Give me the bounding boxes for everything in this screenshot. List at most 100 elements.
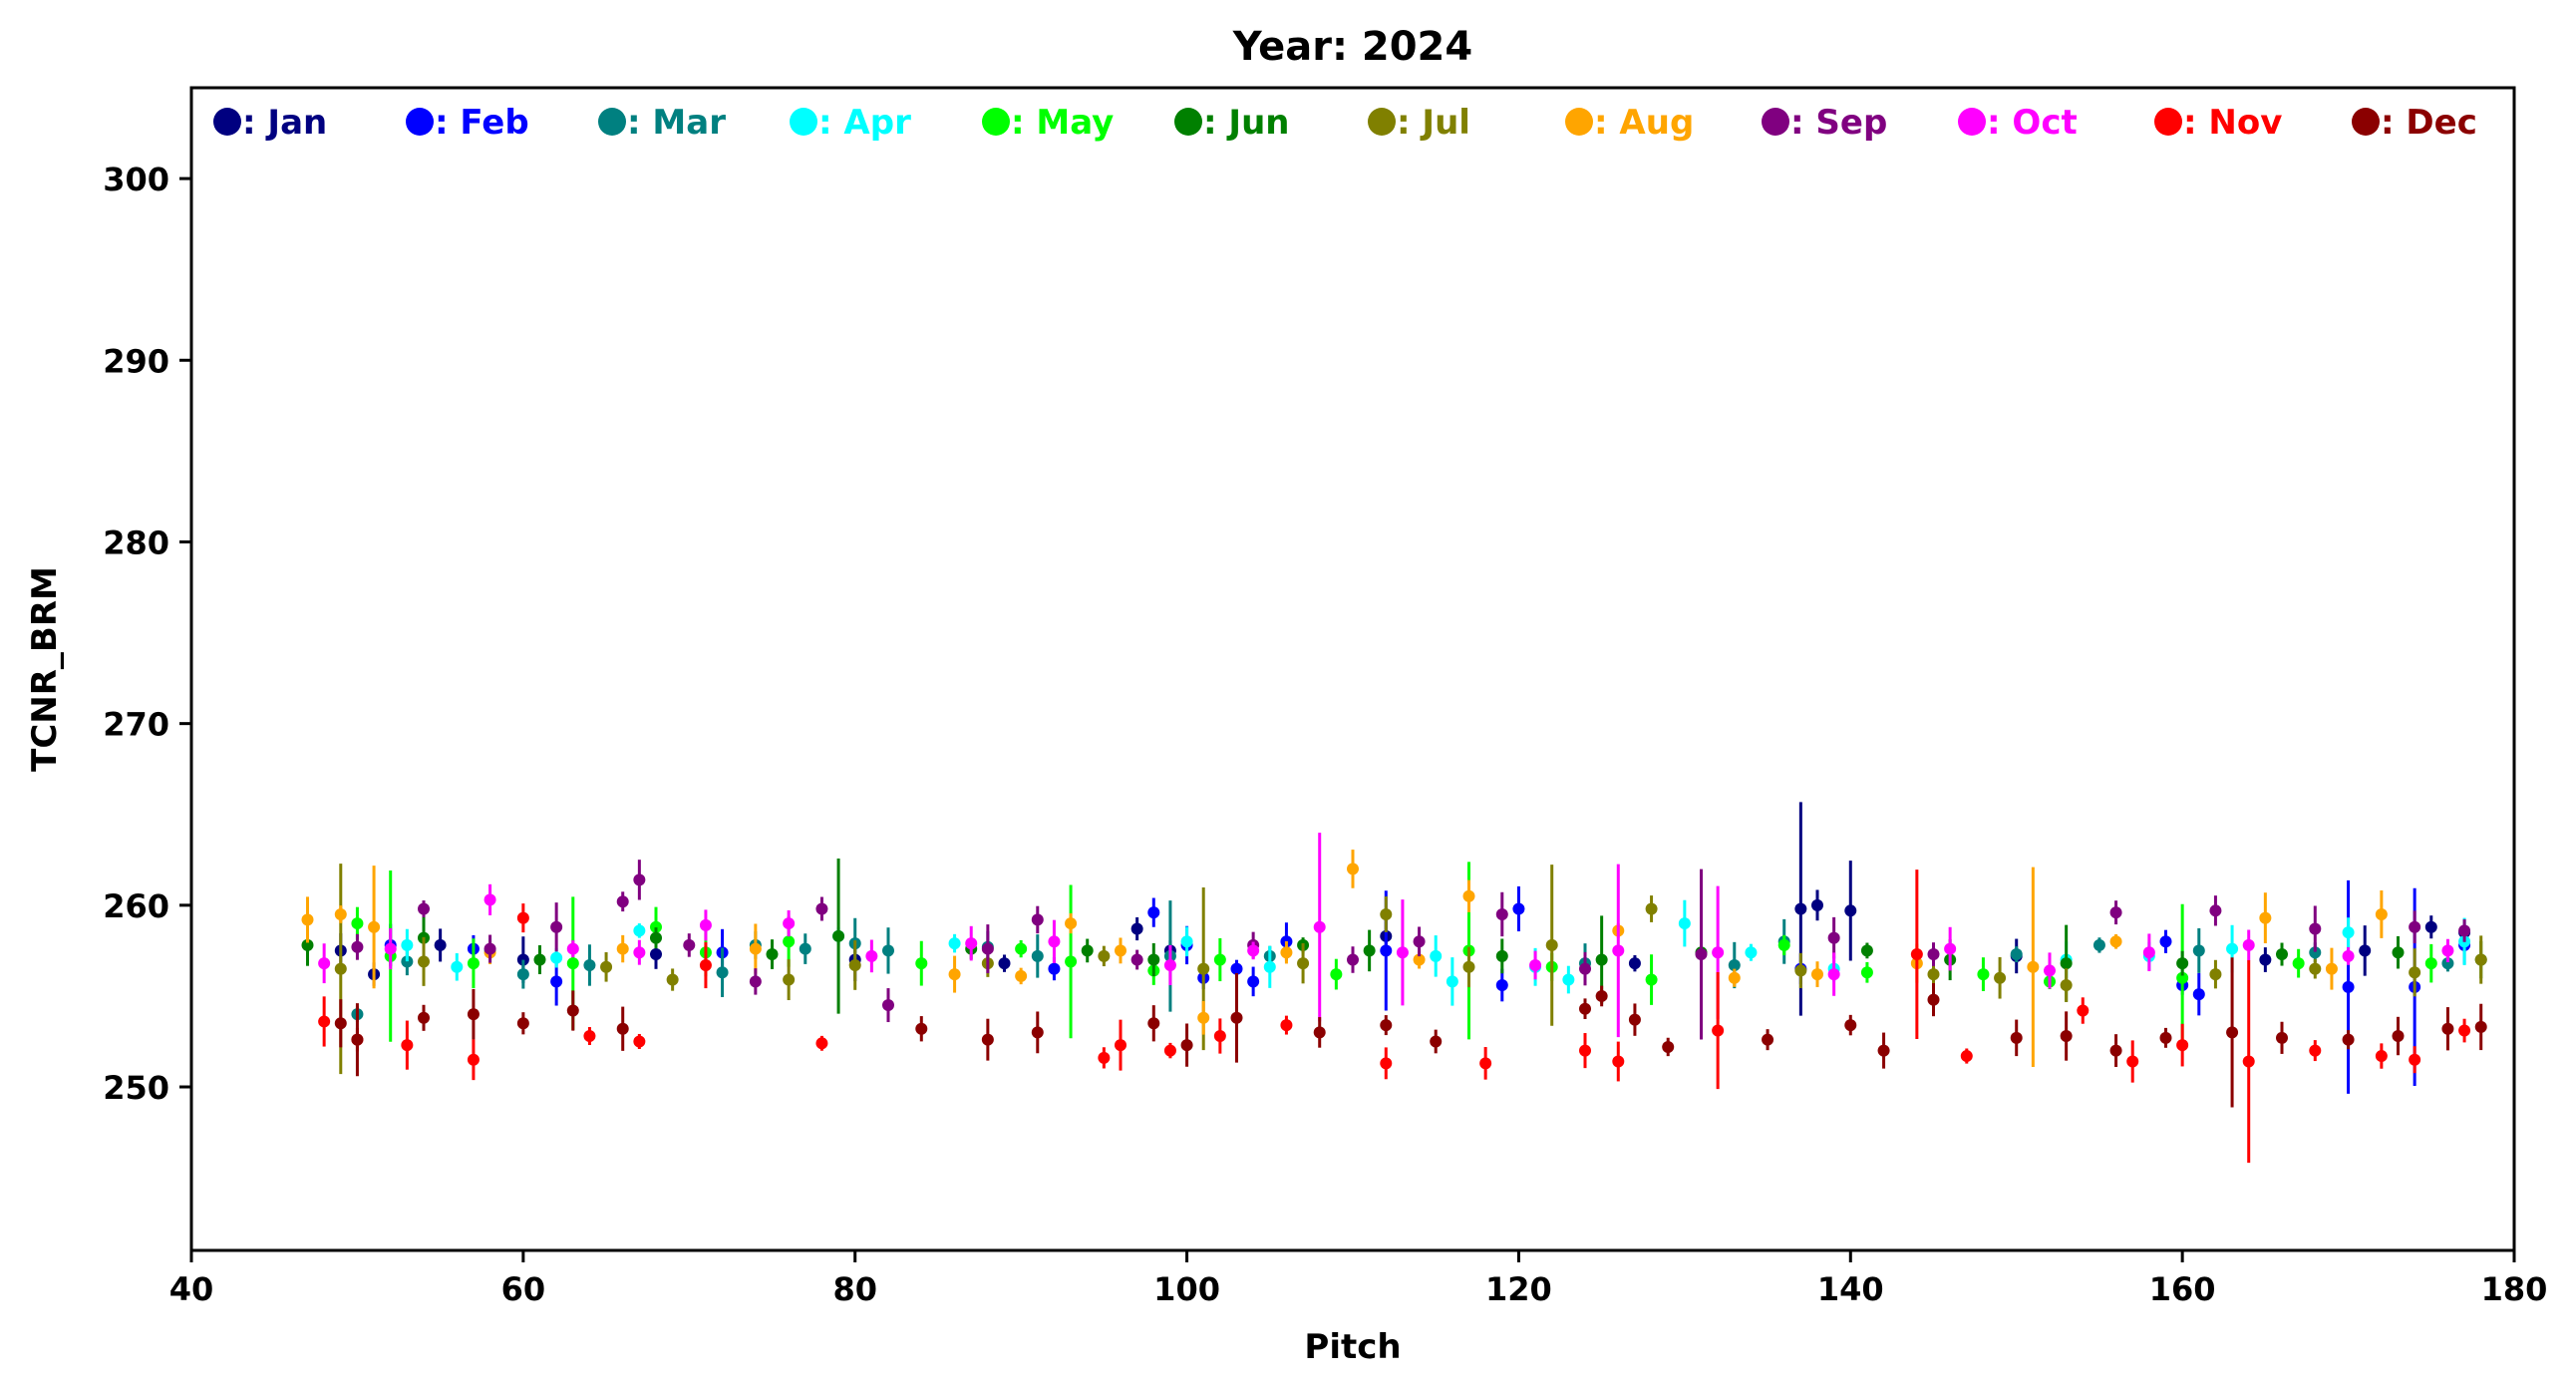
data-point <box>915 957 928 970</box>
data-point <box>1462 889 1475 902</box>
x-tick-label: 80 <box>832 1270 877 1308</box>
legend-label: : Oct <box>1987 103 2078 143</box>
data-point <box>2424 920 2437 933</box>
data-point <box>1313 1026 1326 1039</box>
data-point <box>2458 1024 2471 1037</box>
data-point <box>1860 966 1873 979</box>
data-point <box>351 1033 364 1046</box>
data-point <box>1098 949 1111 962</box>
data-point <box>1213 953 1226 966</box>
data-point <box>1777 938 1790 951</box>
data-point <box>1213 1030 1226 1043</box>
data-point <box>633 873 646 886</box>
data-point <box>2342 1033 2355 1046</box>
data-point <box>418 955 430 968</box>
data-point <box>1247 944 1260 957</box>
data-point <box>1927 993 1940 1006</box>
data-point <box>799 942 811 955</box>
data-point <box>1380 1057 1393 1070</box>
data-point <box>1380 1019 1393 1032</box>
data-point <box>1413 935 1426 948</box>
data-point <box>583 1030 596 1043</box>
data-point <box>633 946 646 959</box>
data-point <box>550 920 563 933</box>
data-point <box>1048 962 1061 975</box>
data-point <box>2309 962 2322 975</box>
data-point <box>368 920 381 933</box>
data-point <box>2342 949 2355 962</box>
data-point <box>550 951 563 964</box>
data-point <box>384 942 397 955</box>
y-axis-ticks: 250 260 270 280 290 300 <box>103 161 191 1107</box>
legend: : Jan: Feb: Mar: Apr: May: Jun: Jul: Aug… <box>213 103 2477 143</box>
data-point <box>467 1008 480 1021</box>
data-point <box>2392 1030 2405 1043</box>
data-point <box>1495 979 1508 992</box>
data-point <box>1462 960 1475 973</box>
data-point <box>1130 953 1143 966</box>
data-point <box>1910 948 1923 961</box>
data-point <box>1960 1050 1973 1063</box>
data-point <box>948 968 961 981</box>
data-point <box>1579 962 1591 975</box>
legend-marker <box>1368 108 1396 136</box>
data-point <box>2441 1022 2454 1035</box>
data-point <box>1645 902 1658 915</box>
data-point <box>483 893 496 906</box>
data-point <box>1662 1040 1675 1053</box>
data-point <box>2010 948 2023 961</box>
data-point <box>1081 944 1094 957</box>
data-point <box>699 918 712 931</box>
data-point <box>2109 906 2122 919</box>
legend-marker <box>790 108 817 136</box>
data-point <box>783 917 796 930</box>
y-tick-label: 250 <box>103 1069 169 1107</box>
data-point <box>1927 948 1940 961</box>
legend-label: : Dec <box>2381 103 2477 143</box>
data-point <box>633 924 646 937</box>
legend-marker <box>1174 108 1202 136</box>
data-point <box>832 929 845 942</box>
data-point <box>2077 1004 2090 1017</box>
data-point <box>1495 949 1508 962</box>
data-point <box>2159 935 2172 948</box>
data-point <box>2259 953 2272 966</box>
data-point <box>1380 944 1393 957</box>
data-point <box>1579 1002 1591 1015</box>
data-point <box>2309 1044 2322 1057</box>
data-point <box>1263 960 1276 973</box>
x-axis-ticks: 40 60 80 100 120 140 160 180 <box>169 1250 2547 1308</box>
legend-label: : Jan <box>242 103 327 143</box>
legend-label: : Sep <box>1790 103 1887 143</box>
x-tick-label: 100 <box>1153 1270 1220 1308</box>
data-point <box>516 968 529 981</box>
data-point <box>451 960 464 973</box>
data-point <box>650 931 662 944</box>
data-point <box>981 1033 994 1046</box>
data-point <box>1031 949 1044 962</box>
data-point <box>1595 953 1608 966</box>
legend-marker <box>1565 108 1593 136</box>
data-point <box>1562 973 1575 986</box>
data-point <box>1180 935 1193 948</box>
legend-marker <box>213 108 241 136</box>
data-point <box>1230 1011 1243 1024</box>
legend-label: : Jun <box>1203 103 1290 143</box>
data-point <box>550 975 563 988</box>
data-point <box>882 944 894 957</box>
data-point <box>2109 935 2122 948</box>
data-point <box>1762 1033 1774 1046</box>
data-point <box>2375 1050 2388 1063</box>
data-point <box>2060 957 2073 970</box>
data-point <box>2474 1020 2487 1033</box>
data-point <box>1612 1055 1625 1068</box>
data-point <box>1197 1011 1210 1024</box>
data-point <box>2259 911 2272 924</box>
x-tick-label: 40 <box>169 1270 214 1308</box>
data-point <box>533 953 546 966</box>
data-point <box>334 907 347 920</box>
legend-marker <box>982 108 1010 136</box>
data-point <box>2176 1039 2189 1052</box>
data-point <box>749 975 762 988</box>
